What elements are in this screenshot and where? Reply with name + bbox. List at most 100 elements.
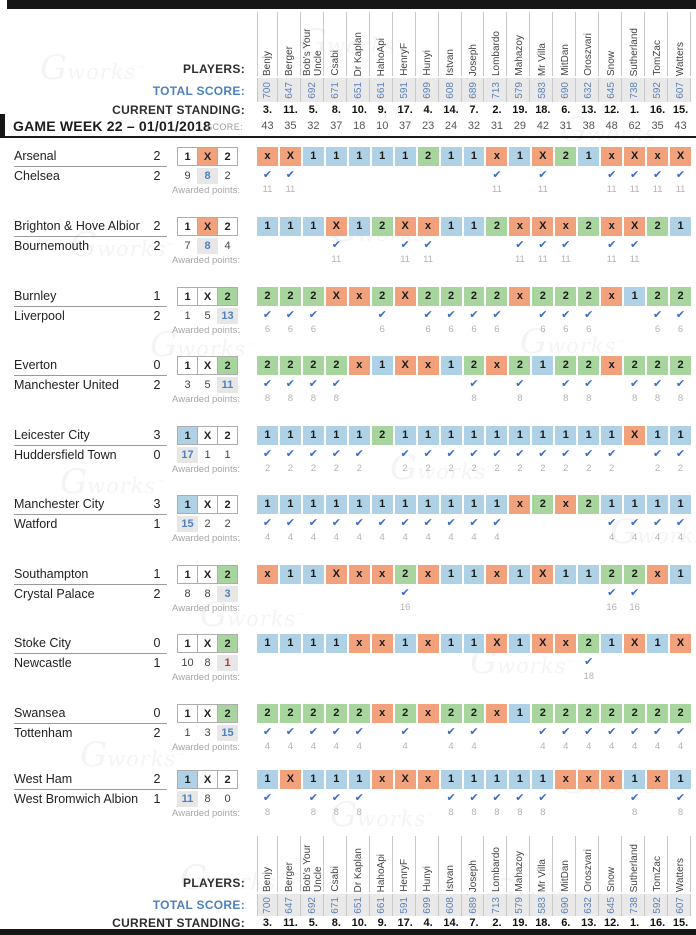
player-name: Sutherland [628, 843, 640, 892]
checks-row: ✔ [257, 655, 691, 669]
check-icon: ✔ [308, 448, 318, 460]
points-row: 11 11 11 11 11 11 11 11 [257, 184, 691, 196]
player-total-score: 632 [582, 81, 594, 99]
player-name-cell: Oroszvari [578, 836, 600, 892]
points-value: 8 [517, 393, 523, 404]
check-icon: ✔ [538, 309, 548, 321]
away-team-score: 2 [153, 726, 161, 740]
result-header-cell: 1 [177, 356, 198, 375]
check-empty [555, 168, 576, 182]
prediction-cell: X [670, 147, 691, 166]
prediction-count: 1 [224, 449, 231, 461]
player-total-score: 700 [261, 81, 273, 99]
points-value: 4 [540, 741, 546, 752]
home-team-score: 2 [153, 219, 161, 233]
away-team-score: 1 [153, 792, 161, 806]
player-week-score: 18 [353, 120, 366, 132]
prediction-cell: 1 [348, 770, 370, 789]
points-value [486, 741, 507, 753]
check-empty [418, 725, 439, 739]
prediction-cell: x [348, 356, 370, 375]
check-empty [349, 586, 370, 600]
player-name-cell: Mahazoy [509, 836, 531, 892]
player-week-score: 42 [536, 120, 549, 132]
player-name: Berger [284, 45, 296, 76]
player-name: Csabi [330, 866, 342, 892]
points-value: 11 [629, 254, 640, 265]
check-icon: ✔ [607, 726, 617, 738]
player-standing: 7. [469, 104, 479, 116]
away-team-name: Newcastle [14, 656, 72, 670]
prediction-cell: 1 [257, 634, 278, 653]
player-standing: 16. [649, 104, 666, 116]
watermark: Gworks™ [80, 735, 186, 775]
check-icon: ✔ [446, 309, 456, 321]
points-value: 2 [563, 463, 569, 474]
points-value [578, 184, 599, 196]
check-icon: ✔ [354, 726, 364, 738]
result-header-cell: 1 [177, 634, 198, 653]
check-empty [395, 377, 416, 391]
points-value: 11 [400, 254, 411, 265]
player-total-score: 591 [399, 81, 411, 99]
home-team-score: 1 [153, 567, 161, 581]
player-total-cell: 592 [647, 894, 669, 916]
awarded-points-label: Awarded points: [172, 672, 240, 683]
player-week-score: 37 [330, 120, 343, 132]
player-standing: 6. [561, 104, 571, 116]
check-empty [670, 586, 691, 600]
points-value: 8 [333, 393, 339, 404]
player-name-cell: Istvan [441, 836, 462, 892]
current-standing-row: 3. 11. 5. 8. 10. 9. 17. 4. 14. 7. 2. 19. 18. 6. 13. 12.… [257, 916, 691, 930]
score-label: SCORE: [206, 122, 243, 132]
check-empty [486, 655, 507, 669]
check-empty [670, 238, 691, 252]
check-empty [486, 725, 507, 739]
prediction-cell: 2 [578, 634, 600, 653]
prediction-cell: 2 [670, 704, 691, 723]
check-empty [280, 655, 301, 669]
check-empty [418, 586, 439, 600]
checks-row: ✔ ✔ ✔ ✔ ✔ ✔ ✔ ✔ ✔ ✔ ✔ ✔ ✔ [257, 308, 691, 322]
points-value [372, 184, 393, 196]
player-standing: 19. [512, 917, 528, 929]
player-name-cell: Berger [280, 836, 301, 892]
check-empty [349, 238, 370, 252]
points-value: 2 [540, 463, 546, 474]
check-icon: ✔ [423, 239, 433, 251]
check-icon: ✔ [446, 517, 456, 529]
check-empty [395, 791, 416, 805]
points-value: 11 [537, 184, 548, 195]
points-value [509, 532, 530, 544]
awarded-points-label: Awarded points: [172, 808, 240, 819]
points-value [509, 184, 530, 196]
points-value: 8 [310, 807, 316, 818]
player-total-score: 591 [399, 896, 411, 914]
check-empty [578, 516, 599, 530]
player-name: Mr Villa [536, 858, 548, 892]
prediction-cell: 2 [257, 287, 278, 306]
check-icon: ✔ [492, 792, 502, 804]
prediction-count: 3 [217, 586, 238, 602]
prediction-cell: 1 [509, 634, 531, 653]
points-value [303, 254, 324, 266]
points-value [509, 324, 530, 336]
check-empty [647, 238, 668, 252]
prediction-cell: 1 [670, 495, 691, 514]
check-icon: ✔ [308, 517, 318, 529]
checks-row: ✔ ✔ ✔ [257, 586, 691, 600]
checks-row: ✔ ✔ ✔ ✔ ✔ ✔ ✔ ✔ [257, 168, 691, 182]
away-team-name: Chelsea [14, 169, 60, 183]
check-icon: ✔ [308, 309, 318, 321]
points-value [578, 807, 599, 819]
player-standing: 12. [604, 104, 620, 116]
check-empty [509, 168, 530, 182]
points-value: 6 [654, 324, 661, 335]
player-name: Oroszvari [582, 849, 594, 892]
players-label: PLAYERS: [183, 62, 245, 76]
points-row: 4 4 4 4 4 4 4 4 4 4 4 4 4 4 4 [257, 532, 691, 544]
check-empty [486, 586, 507, 600]
result-header-cell: 1 [177, 495, 198, 514]
player-name-cell: Mr Villa [532, 12, 554, 76]
prediction-count: 1 [184, 310, 191, 322]
